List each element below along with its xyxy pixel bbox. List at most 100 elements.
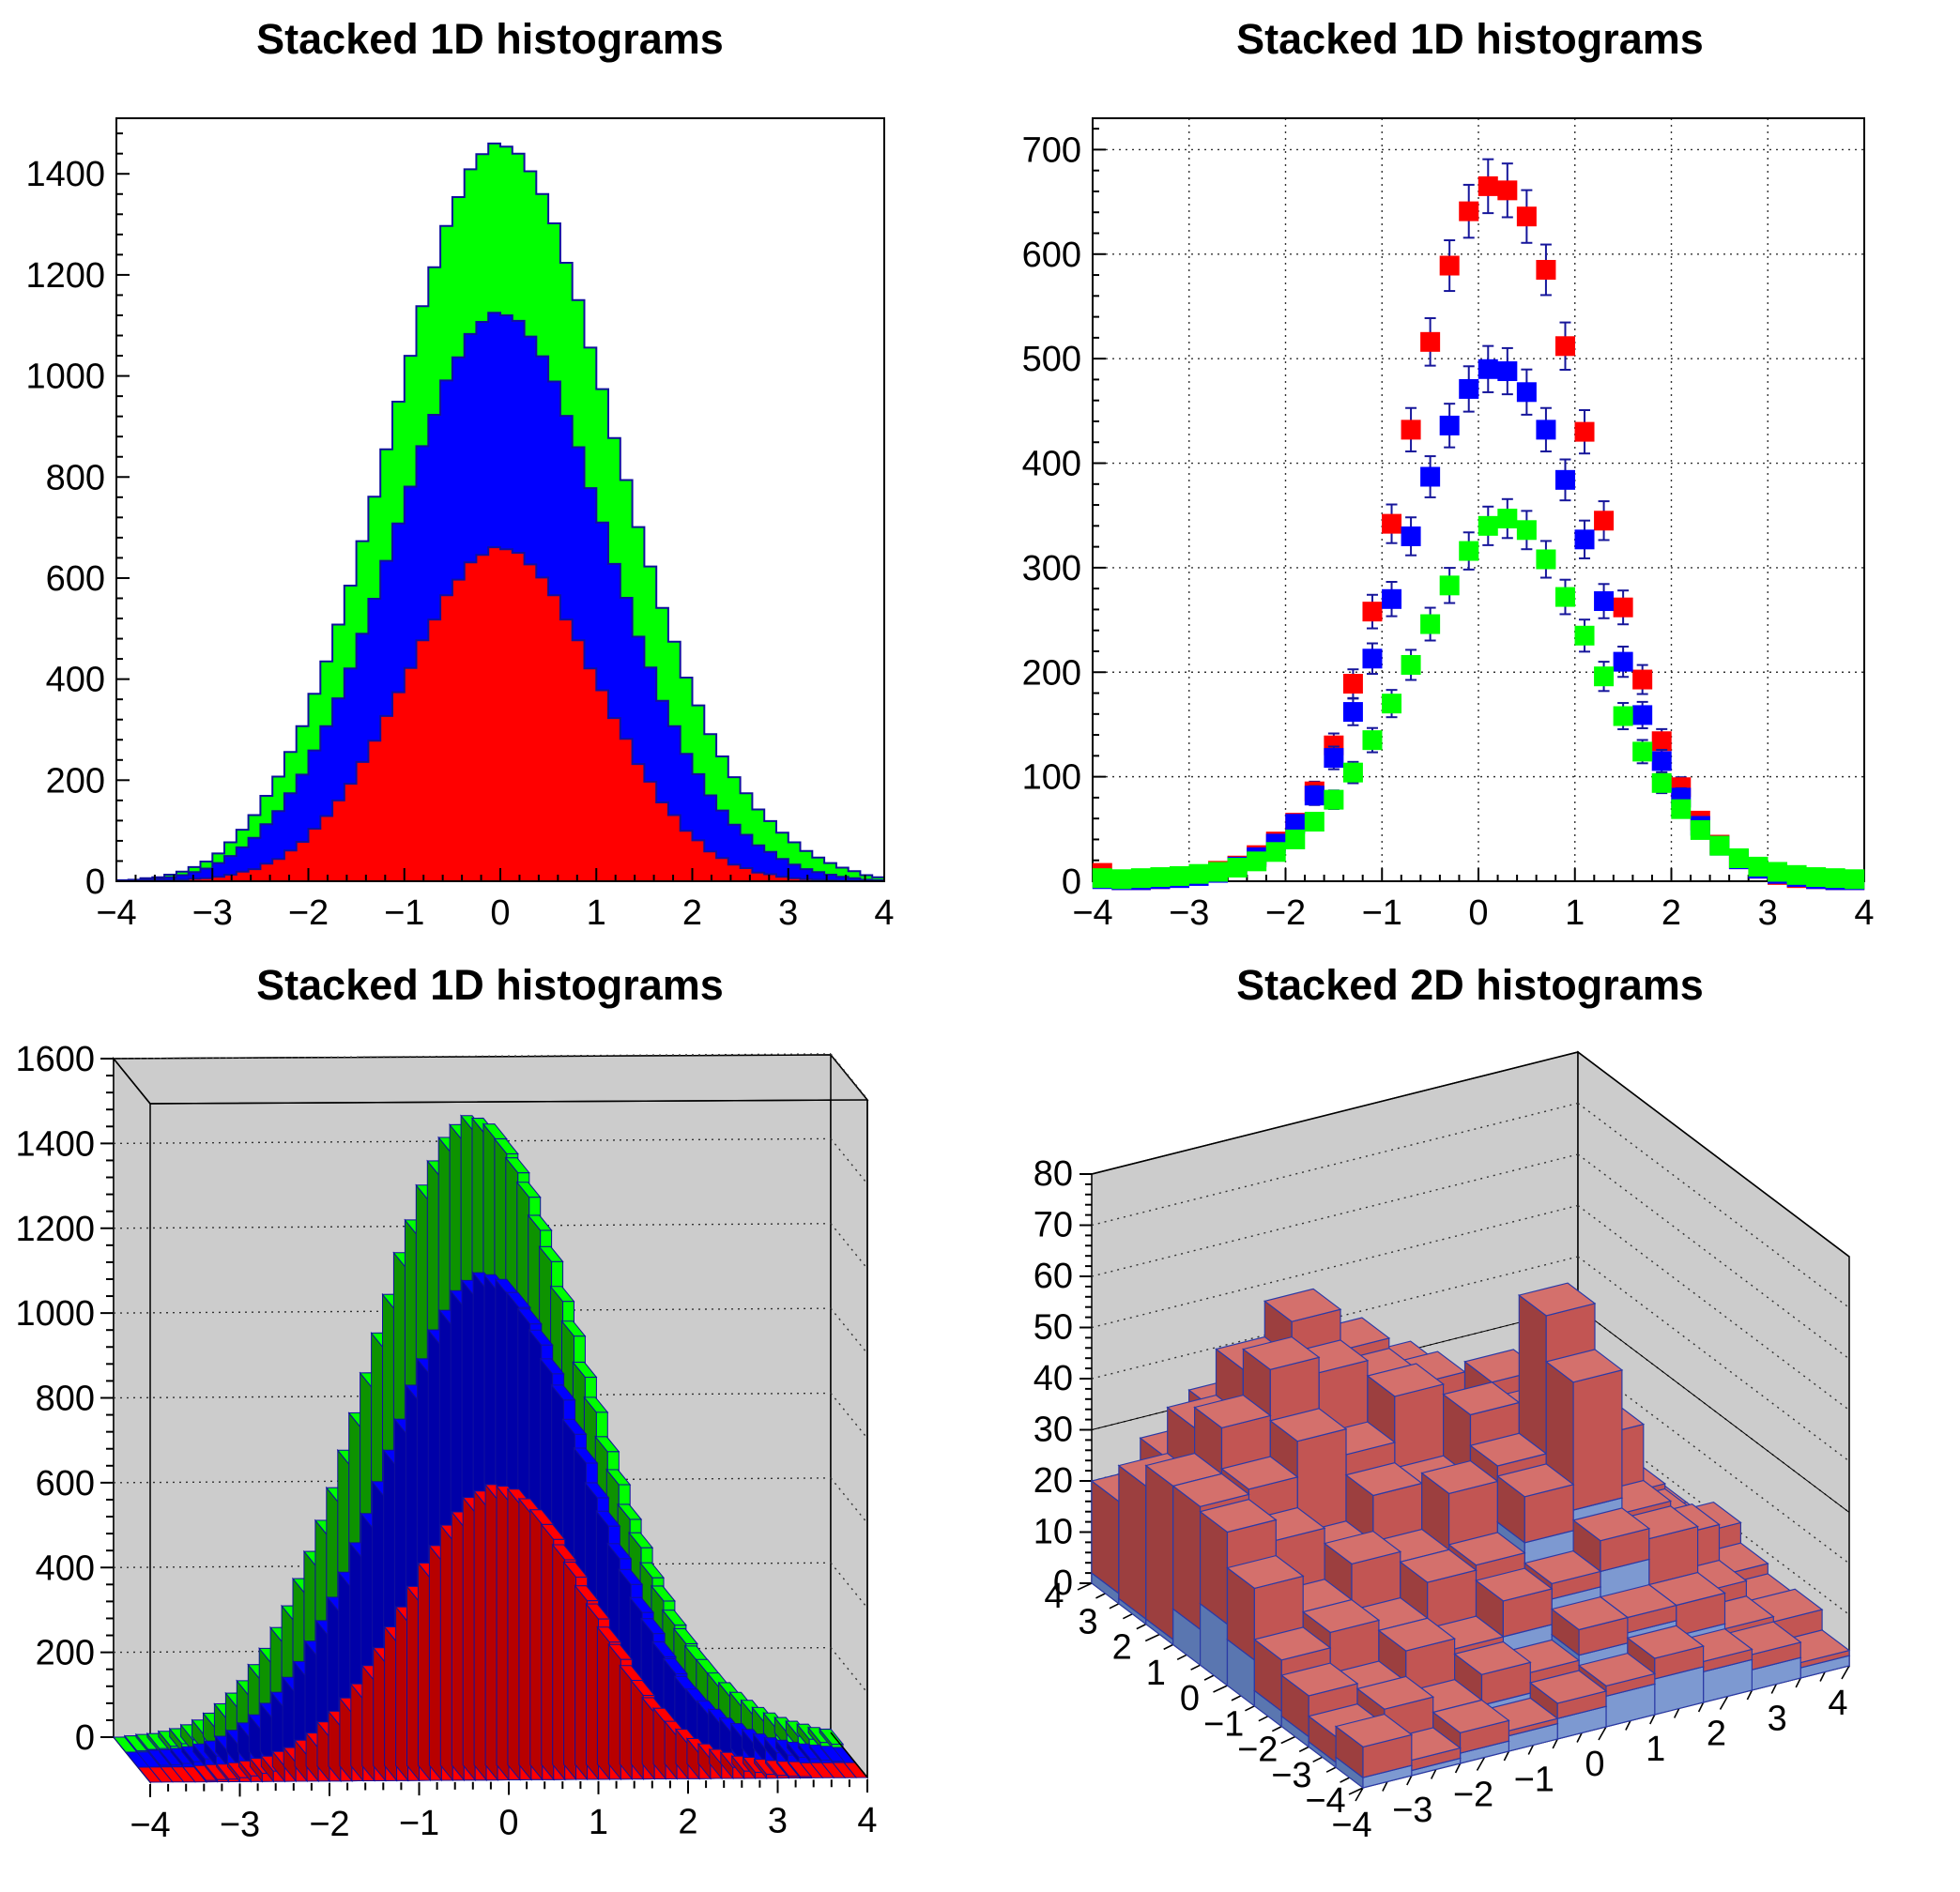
panel4-title: Stacked 2D histograms [1236, 961, 1704, 1009]
svg-text:3: 3 [1758, 893, 1778, 933]
svg-text:−4: −4 [1072, 893, 1112, 933]
svg-text:40: 40 [1034, 1359, 1073, 1398]
svg-text:−4: −4 [1305, 1781, 1345, 1821]
svg-text:1: 1 [1146, 1654, 1166, 1693]
x-axis: −4 −3 −2 −1 0 1 2 3 4 [96, 868, 895, 933]
z-axis: 0 10 20 30 40 50 60 70 80 [1034, 1154, 1092, 1603]
svg-text:100: 100 [1022, 758, 1081, 798]
stack-bars [115, 142, 885, 882]
svg-text:0: 0 [1053, 1564, 1073, 1603]
svg-text:−2: −2 [1453, 1776, 1493, 1815]
svg-text:400: 400 [1022, 445, 1081, 484]
svg-text:−4: −4 [130, 1806, 170, 1845]
svg-text:2: 2 [1707, 1715, 1726, 1754]
svg-text:400: 400 [46, 661, 105, 700]
svg-text:70: 70 [1034, 1206, 1073, 1245]
svg-text:4: 4 [857, 1801, 877, 1840]
svg-text:50: 50 [1034, 1308, 1073, 1348]
svg-text:2: 2 [678, 1802, 697, 1841]
svg-text:800: 800 [36, 1380, 95, 1419]
svg-text:−3: −3 [192, 893, 233, 933]
series-red [116, 546, 884, 882]
svg-text:0: 0 [1585, 1745, 1604, 1784]
svg-text:−4: −4 [96, 893, 136, 933]
svg-text:3: 3 [778, 893, 798, 933]
y-axis: 0 200 400 600 800 1000 1200 1400 [25, 132, 130, 902]
y-axis: 0 200 400 600 800 1000 1200 1400 1600 [15, 1040, 114, 1758]
svg-text:600: 600 [36, 1464, 95, 1503]
svg-text:−1: −1 [1203, 1704, 1244, 1744]
svg-text:1600: 1600 [15, 1040, 95, 1079]
svg-text:200: 200 [1022, 653, 1081, 693]
stacked-filled-histogram-panel: −4 −3 −2 −1 0 1 2 3 4 0 200 400 600 800 1000 1200 1400 [25, 117, 895, 933]
svg-text:−2: −2 [1265, 893, 1306, 933]
svg-text:30: 30 [1034, 1411, 1073, 1450]
svg-text:−3: −3 [1169, 893, 1209, 933]
svg-text:20: 20 [1034, 1461, 1073, 1501]
svg-text:1: 1 [587, 893, 606, 933]
panel3-title: Stacked 1D histograms [256, 961, 724, 1009]
svg-text:700: 700 [1022, 130, 1081, 170]
svg-text:0: 0 [85, 862, 105, 902]
svg-text:500: 500 [1022, 340, 1081, 379]
svg-text:1200: 1200 [25, 256, 105, 296]
svg-text:3: 3 [1079, 1602, 1098, 1641]
svg-text:2: 2 [1112, 1628, 1132, 1668]
svg-text:−1: −1 [384, 893, 424, 933]
svg-text:−2: −2 [288, 893, 329, 933]
markers-h3-green [1092, 497, 1865, 890]
svg-text:60: 60 [1034, 1257, 1073, 1296]
x-axis: −4 −3 −2 −1 0 1 2 3 4 [1072, 868, 1875, 933]
svg-text:10: 10 [1034, 1513, 1073, 1552]
svg-text:−1: −1 [399, 1804, 439, 1843]
svg-text:80: 80 [1034, 1154, 1073, 1194]
svg-text:−2: −2 [1237, 1731, 1278, 1770]
svg-text:0: 0 [75, 1718, 95, 1758]
grid [1093, 118, 1864, 881]
svg-text:3: 3 [1768, 1699, 1787, 1738]
svg-text:4: 4 [1828, 1684, 1847, 1723]
svg-text:1200: 1200 [15, 1210, 95, 1249]
lego-1d-stack-panel: 0 200 400 600 800 1000 1200 1400 1600 −4 −3 −2 −1 0 1 2… [15, 1040, 878, 1845]
svg-text:1000: 1000 [25, 358, 105, 397]
svg-text:−4: −4 [1331, 1806, 1371, 1845]
wall-grid [113, 1053, 868, 1694]
svg-text:400: 400 [36, 1549, 95, 1588]
svg-text:0: 0 [1468, 893, 1488, 933]
svg-text:1400: 1400 [15, 1124, 95, 1164]
svg-text:300: 300 [1022, 549, 1081, 588]
svg-text:4: 4 [874, 893, 894, 933]
lego-row-#ff0000 [136, 1483, 869, 1784]
svg-text:600: 600 [46, 559, 105, 599]
svg-text:0: 0 [1180, 1679, 1200, 1718]
lego-bars [1090, 1282, 1851, 1790]
svg-text:2: 2 [1661, 893, 1681, 933]
svg-text:0: 0 [490, 893, 510, 933]
svg-text:−3: −3 [1392, 1791, 1432, 1830]
svg-text:600: 600 [1022, 236, 1081, 275]
panel2-title: Stacked 1D histograms [1236, 15, 1704, 63]
svg-text:0: 0 [498, 1804, 518, 1843]
x-axis: −4 −3 −2 −1 0 1 2 3 4 [130, 1779, 878, 1845]
svg-text:1000: 1000 [15, 1294, 95, 1334]
nostack-errorbar-panel: −4 −3 −2 −1 0 1 2 3 4 0 100 200 300 400 500 600 700 [1022, 117, 1875, 933]
svg-text:1: 1 [589, 1803, 608, 1842]
frame-overlay [113, 1058, 868, 1778]
x-axis: −4 −3 −2 −1 0 1 2 3 4 [1331, 1665, 1850, 1845]
svg-text:2: 2 [682, 893, 702, 933]
svg-text:4: 4 [1044, 1577, 1064, 1616]
svg-text:1400: 1400 [25, 155, 105, 194]
svg-text:200: 200 [36, 1634, 95, 1673]
panel1-title: Stacked 1D histograms [256, 15, 724, 63]
svg-text:1: 1 [1565, 893, 1585, 933]
svg-text:−3: −3 [1271, 1756, 1311, 1795]
svg-text:−1: −1 [1514, 1760, 1554, 1799]
svg-text:1: 1 [1646, 1730, 1665, 1769]
svg-text:0: 0 [1062, 862, 1081, 902]
svg-text:−3: −3 [220, 1805, 260, 1844]
svg-text:4: 4 [1854, 893, 1874, 933]
svg-text:800: 800 [46, 458, 105, 497]
svg-text:3: 3 [768, 1802, 788, 1841]
